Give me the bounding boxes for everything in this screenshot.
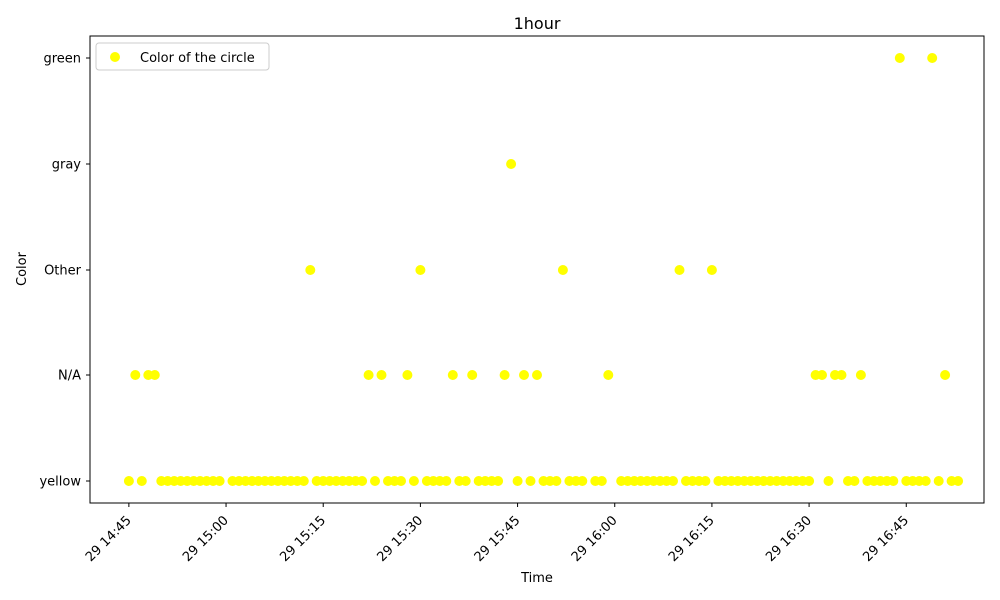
data-point: [596, 476, 607, 486]
data-point: [441, 476, 452, 486]
data-point: [888, 476, 899, 486]
data-point: [823, 476, 834, 486]
y-axis-ticks: yellow N/A Other gray green: [39, 52, 90, 490]
y-axis-label: Color: [15, 251, 30, 286]
data-point: [927, 53, 938, 63]
legend: Color of the circle: [95, 42, 270, 71]
legend-frame: [95, 42, 270, 71]
x-axis-label: Time: [520, 571, 553, 586]
data-point: [855, 370, 866, 380]
data-point: [493, 476, 504, 486]
data-point: [532, 370, 542, 380]
y-tick-label: N/A: [58, 369, 81, 384]
data-point: [557, 265, 568, 275]
data-point: [408, 476, 419, 486]
data-point: [396, 476, 406, 486]
data-point: [499, 370, 510, 380]
y-tick-label: gray: [52, 158, 82, 173]
data-point: [467, 370, 478, 380]
data-point: [136, 476, 147, 486]
legend-marker: [110, 52, 120, 62]
legend-label: Color of the circle: [140, 51, 255, 66]
data-point: [551, 476, 562, 486]
data-point: [298, 476, 309, 486]
data-point: [953, 476, 964, 486]
data-point: [674, 265, 685, 275]
data-point: [123, 476, 134, 486]
data-point: [402, 370, 413, 380]
data-point: [214, 476, 225, 486]
data-point: [519, 370, 529, 380]
plot-area-frame: [89, 35, 985, 504]
data-point: [577, 476, 588, 486]
data-point: [130, 370, 141, 380]
data-point: [817, 370, 827, 380]
data-point: [603, 370, 614, 380]
y-tick-label: Other: [44, 264, 82, 279]
data-point: [376, 370, 387, 380]
y-tick-label: green: [43, 52, 81, 67]
data-point: [804, 476, 815, 486]
data-point: [415, 265, 426, 275]
data-point: [512, 476, 523, 486]
data-point: [149, 370, 160, 380]
data-points: [123, 53, 964, 486]
data-point: [447, 370, 458, 380]
data-point: [894, 53, 905, 63]
data-point: [357, 476, 368, 486]
data-point: [836, 370, 847, 380]
data-point: [363, 370, 374, 380]
data-point: [668, 476, 678, 486]
data-point: [525, 476, 536, 486]
data-point: [700, 476, 711, 486]
data-point: [460, 476, 471, 486]
data-point: [920, 476, 931, 486]
data-point: [506, 159, 517, 169]
data-point: [940, 370, 951, 380]
data-point: [706, 265, 717, 275]
chart-title: 1hour: [514, 14, 561, 33]
data-point: [933, 476, 944, 486]
data-point: [305, 265, 316, 275]
data-point: [849, 476, 860, 486]
data-point: [370, 476, 380, 486]
y-tick-label: yellow: [39, 475, 81, 490]
